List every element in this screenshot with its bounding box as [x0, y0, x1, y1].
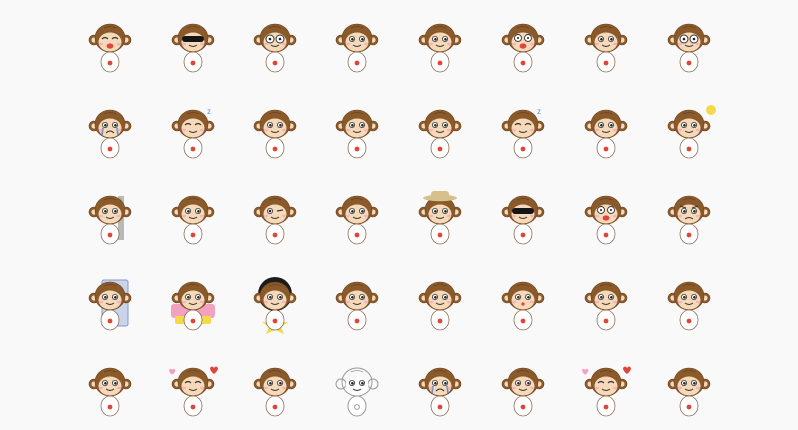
monkey-sunglasses-icon — [171, 23, 215, 73]
sticker-cell[interactable] — [493, 360, 553, 420]
monkey-nerd-icon — [667, 23, 711, 73]
monkey-angry-icon — [667, 195, 711, 245]
sticker-cell[interactable] — [493, 188, 553, 248]
sticker-cell[interactable] — [163, 188, 223, 248]
monkey-alarm-clock-icon — [253, 109, 297, 159]
sticker-cell[interactable] — [659, 16, 719, 76]
monkey-shocked-icon — [584, 195, 628, 245]
sticker-cell[interactable] — [80, 102, 140, 162]
sticker-cell[interactable] — [245, 360, 305, 420]
sticker-cell[interactable] — [659, 360, 719, 420]
monkey-dancing-icon — [335, 109, 379, 159]
svg-text:z: z — [537, 107, 541, 116]
monkey-thinking-icon — [584, 23, 628, 73]
sticker-cell[interactable] — [80, 188, 140, 248]
sticker-cell[interactable] — [576, 16, 636, 76]
monkey-door-icon — [88, 279, 132, 331]
monkey-shy-icon — [335, 23, 379, 73]
monkey-peeking-wall-icon — [88, 195, 132, 245]
sticker-cell[interactable] — [327, 102, 387, 162]
monkey-blushing-icon — [169, 366, 218, 417]
monkey-sketch-icon — [335, 367, 379, 417]
monkey-laughing-icon — [88, 23, 132, 73]
monkey-glasses-hearts-icon — [253, 23, 297, 73]
sticker-cell[interactable] — [80, 16, 140, 76]
monkey-gift-icon — [253, 367, 297, 417]
sticker-cell[interactable] — [659, 102, 719, 162]
sticker-cell[interactable] — [576, 274, 636, 334]
monkey-crying-icon — [88, 109, 132, 159]
sticker-cell[interactable] — [245, 102, 305, 162]
svg-text:z: z — [207, 107, 211, 116]
monkey-afro-star-icon — [253, 277, 297, 334]
monkey-kissing-icon — [501, 281, 545, 331]
sticker-cell[interactable] — [245, 188, 305, 248]
sticker-cell[interactable] — [327, 188, 387, 248]
monkey-in-love-icon — [582, 366, 631, 417]
monkey-reading-icon — [335, 281, 379, 331]
monkey-bored-icon — [88, 367, 132, 417]
sticker-cell[interactable] — [80, 360, 140, 420]
monkey-sobbing-icon — [418, 367, 462, 417]
monkey-giggling-icon — [584, 281, 628, 331]
monkey-whistling-icon — [171, 195, 215, 245]
monkey-surprised-icon — [501, 23, 545, 73]
sticker-cell[interactable] — [163, 16, 223, 76]
sticker-cell[interactable] — [410, 274, 470, 334]
monkey-sad-rain-icon — [584, 109, 628, 159]
monkey-pouting-icon — [418, 281, 462, 331]
monkey-sunny-icon — [667, 105, 716, 159]
sticker-cell[interactable] — [410, 16, 470, 76]
sticker-cell[interactable]: z — [493, 102, 553, 162]
sticker-cell[interactable] — [576, 360, 636, 420]
sticker-cell[interactable] — [327, 274, 387, 334]
sticker-cell[interactable] — [410, 360, 470, 420]
sticker-cell[interactable] — [245, 16, 305, 76]
sticker-cell[interactable] — [163, 360, 223, 420]
monkey-guitar-icon — [418, 109, 462, 159]
monkey-hugging-icon — [335, 195, 379, 245]
sticker-cell[interactable]: z — [163, 102, 223, 162]
sticker-cell[interactable] — [327, 16, 387, 76]
monkey-winking-icon — [253, 195, 297, 245]
sticker-cell[interactable] — [245, 274, 305, 334]
monkey-surfing-icon — [501, 367, 545, 417]
monkey-flower-icon — [667, 367, 711, 417]
monkey-cool-music-icon — [501, 195, 545, 245]
sticker-cell[interactable] — [327, 360, 387, 420]
sticker-cell[interactable] — [493, 274, 553, 334]
monkey-birthday-icon — [171, 281, 215, 331]
sticker-cell[interactable] — [493, 16, 553, 76]
sticker-cell[interactable] — [576, 102, 636, 162]
monkey-waving-icon — [418, 23, 462, 73]
monkey-bathing-icon: z — [501, 107, 545, 159]
sticker-cell[interactable] — [163, 274, 223, 334]
monkey-pizza-icon — [667, 281, 711, 331]
monkey-sleeping-icon: z — [171, 107, 215, 159]
sticker-cell[interactable] — [80, 274, 140, 334]
sticker-cell[interactable] — [410, 188, 470, 248]
sticker-cell[interactable] — [576, 188, 636, 248]
monkey-hat-icon — [418, 191, 462, 245]
sticker-cell[interactable] — [659, 188, 719, 248]
sticker-cell[interactable] — [659, 274, 719, 334]
sticker-cell[interactable] — [410, 102, 470, 162]
